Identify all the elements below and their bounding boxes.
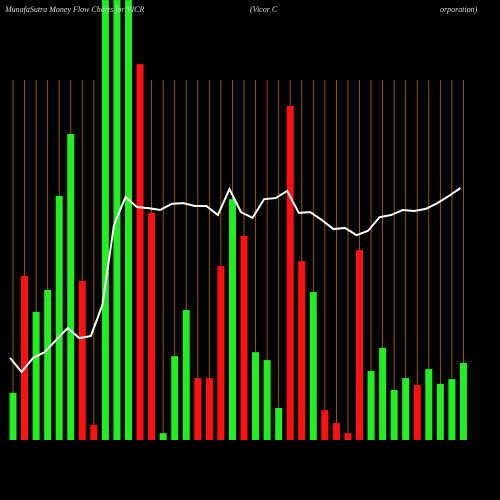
bar	[402, 378, 410, 440]
bar	[413, 384, 421, 440]
bar	[148, 212, 156, 440]
bar	[136, 64, 144, 440]
bar	[240, 235, 248, 440]
bar	[228, 199, 236, 440]
bar	[344, 433, 352, 440]
bar	[425, 369, 433, 440]
bar	[55, 195, 63, 440]
bar	[171, 356, 179, 440]
bar	[459, 362, 467, 440]
bar	[78, 280, 86, 440]
bar	[205, 378, 213, 440]
bar	[390, 389, 398, 440]
bar	[32, 311, 40, 440]
bar	[321, 410, 329, 440]
bar	[21, 275, 29, 440]
bar	[252, 352, 260, 440]
bar	[44, 289, 52, 440]
bar	[182, 310, 190, 440]
bar	[263, 360, 271, 440]
bar	[379, 347, 387, 440]
chart-title: (Vicor C	[250, 5, 278, 14]
bar	[448, 379, 456, 440]
bar	[217, 266, 225, 440]
bar	[9, 392, 17, 440]
bar	[356, 249, 363, 440]
bar	[159, 433, 167, 440]
bar	[101, 0, 109, 441]
bar	[90, 424, 98, 440]
bar	[286, 105, 294, 441]
bar	[332, 423, 340, 440]
bar	[367, 370, 375, 440]
bar	[309, 292, 317, 440]
bar	[67, 134, 75, 440]
bar	[125, 0, 132, 441]
bar	[298, 261, 306, 440]
chart-title: MunafaSutra Money Flow Charts for VICR	[4, 5, 144, 14]
plot	[9, 0, 467, 441]
bar	[194, 378, 202, 440]
money-flow-line	[9, 186, 462, 374]
bar	[275, 407, 283, 440]
bar	[436, 383, 444, 440]
chart-title: orporation)	[440, 5, 478, 14]
